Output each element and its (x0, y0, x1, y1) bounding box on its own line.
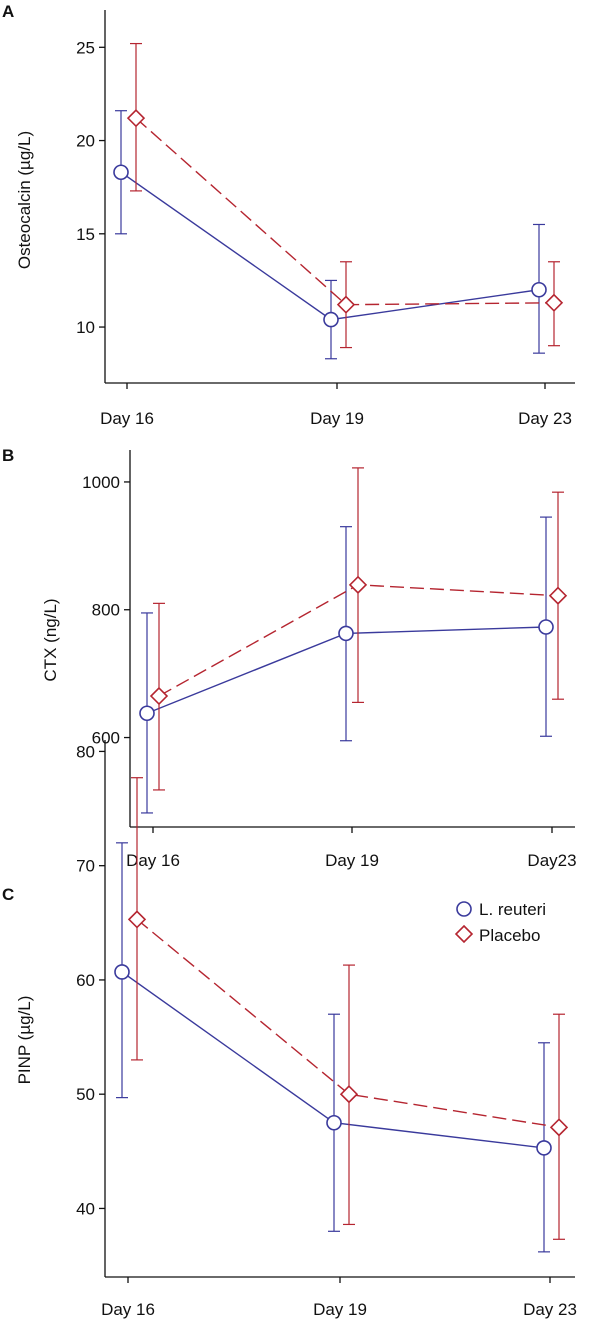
y-tick-label: 1000 (82, 473, 120, 492)
y-tick-label: 10 (76, 318, 95, 337)
placebo-point (548, 586, 568, 605)
placebo-point (336, 295, 356, 314)
reuteri-point (114, 964, 130, 980)
x-tick-label: Day 19 (310, 409, 364, 428)
panel-a-label: A (2, 2, 14, 21)
y-tick-label: 80 (76, 742, 95, 761)
x-tick-label: Day 16 (100, 409, 154, 428)
y-tick-label: 15 (76, 225, 95, 244)
panel-b-y-axis-title: CTX (ng/L) (41, 598, 60, 681)
panel-b-ticks: 600 800 1000 Day 16 Day 19 Day23 (82, 473, 576, 870)
x-tick-label: Day 23 (518, 409, 572, 428)
panel-a-axes (104, 10, 575, 384)
panel-b-label: B (2, 446, 14, 465)
reuteri-point (323, 311, 339, 328)
panel-b-axes (129, 450, 575, 828)
legend-label-reuteri: L. reuteri (479, 900, 546, 919)
reuteri-point (538, 619, 554, 635)
placebo-point (348, 575, 368, 594)
x-tick-label: Day 19 (313, 1300, 367, 1319)
x-tick-label: Day23 (527, 851, 576, 870)
reuteri-line (120, 171, 540, 321)
y-tick-label: 20 (76, 132, 95, 151)
x-tick-label: Day 23 (523, 1300, 577, 1319)
y-tick-label: 600 (92, 729, 120, 748)
legend-marker-circle (456, 901, 472, 917)
panel-a-ticks: 10 15 20 25 Day 16 Day 19 Day 23 (76, 38, 572, 428)
y-tick-label: 70 (76, 857, 95, 876)
reuteri-point (531, 281, 547, 298)
y-tick-label: 800 (92, 601, 120, 620)
reuteri-point (113, 164, 129, 181)
placebo-point (544, 293, 564, 312)
panel-c-ticks: 40 50 60 70 80 Day 16 Day 19 Day 23 (76, 742, 577, 1319)
placebo-point (127, 910, 147, 929)
panel-b-series (139, 467, 568, 814)
legend-marker-diamond (454, 924, 474, 944)
panel-c-axes (104, 740, 575, 1278)
placebo-point (339, 1085, 359, 1104)
panel-c: C PINP (µg/L) 40 50 60 70 80 Day 16 Day 19 Day … (2, 740, 577, 1319)
reuteri-point (139, 705, 155, 722)
panel-c-label: C (2, 885, 14, 904)
panel-a-y-axis-title: Osteocalcin (µg/L) (15, 131, 34, 269)
x-tick-label: Day 16 (101, 1300, 155, 1319)
placebo-line (135, 117, 555, 306)
y-tick-label: 25 (76, 38, 95, 57)
legend-label-placebo: Placebo (479, 926, 540, 945)
reuteri-point (536, 1140, 552, 1156)
placebo-point (149, 686, 169, 706)
legend: L. reuteri Placebo (454, 900, 546, 945)
y-tick-label: 50 (76, 1085, 95, 1104)
panel-c-y-axis-title: PINP (µg/L) (15, 996, 34, 1085)
reuteri-point (338, 625, 354, 642)
placebo-point (549, 1118, 569, 1137)
placebo-line (136, 918, 560, 1129)
panel-c-series (114, 777, 569, 1253)
placebo-point (126, 109, 146, 128)
panel-a: A Osteocalcin (µg/L) 10 15 20 25 Day 16 Day 1… (2, 2, 575, 428)
x-tick-label: Day 16 (126, 851, 180, 870)
reuteri-point (326, 1114, 342, 1131)
y-tick-label: 60 (76, 971, 95, 990)
panel-a-series (113, 42, 564, 360)
y-tick-label: 40 (76, 1199, 95, 1218)
panel-b: B CTX (ng/L) 600 800 1000 Day 16 Day 19 Day23 (2, 446, 577, 870)
x-tick-label: Day 19 (325, 851, 379, 870)
